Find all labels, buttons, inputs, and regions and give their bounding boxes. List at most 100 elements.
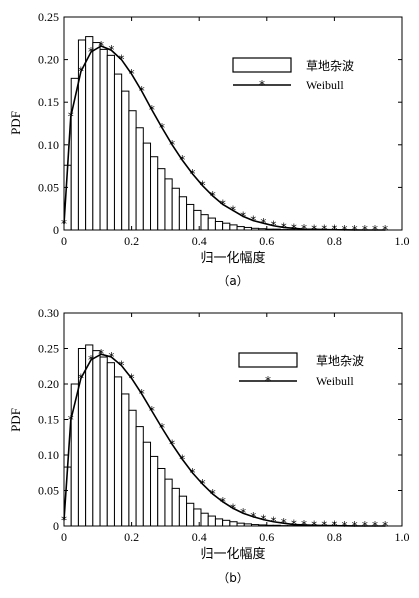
weibull-marker: * [179, 153, 185, 167]
y-tick-label: 0.15 [38, 95, 59, 109]
bar [85, 344, 94, 527]
weibull-marker: * [210, 189, 216, 203]
weibull-marker: * [321, 519, 327, 533]
y-tick-label: 0.10 [38, 138, 59, 152]
bar [250, 227, 260, 231]
x-tick-label: 0 [61, 530, 67, 544]
y-tick-label: 0.20 [38, 53, 59, 67]
weibull-marker: * [118, 359, 124, 373]
weibull-marker: * [342, 223, 348, 237]
weibull-marker: * [179, 452, 185, 466]
bar [171, 487, 180, 527]
weibull-marker: * [108, 43, 114, 57]
weibull-marker: * [362, 519, 368, 533]
legend-a-bar-swatch [232, 57, 292, 73]
weibull-marker: * [220, 197, 226, 211]
bar [135, 426, 144, 527]
weibull-marker: * [139, 387, 145, 401]
weibull-marker: * [200, 179, 206, 193]
x-tick-label: 0.6 [259, 530, 274, 544]
weibull-marker: * [88, 45, 94, 59]
bar [85, 36, 94, 231]
weibull-marker: * [382, 223, 388, 237]
bar [222, 222, 231, 231]
x-tick-label: 1.0 [395, 530, 410, 544]
bar [207, 217, 216, 231]
weibull-marker: * [98, 347, 104, 361]
y-ticks-b: 0 0.05 0.10 0.15 0.20 0.25 0.30 [38, 306, 402, 533]
bar [121, 393, 130, 527]
bar [92, 42, 101, 231]
weibull-marker: * [291, 221, 297, 235]
bar [171, 187, 180, 231]
x-tick-label: 0.8 [327, 530, 342, 544]
weibull-marker: * [382, 519, 388, 533]
weibull-marker: * [372, 223, 378, 237]
bar [200, 512, 209, 527]
bar [135, 127, 144, 231]
bar [128, 409, 137, 527]
bar [157, 168, 166, 231]
y-tick-label: 0.05 [38, 180, 59, 194]
weibull-marker: * [240, 209, 246, 223]
chart-b: * * * * * * * * * * * * * * * * * * * * * * * * * * * * * * * * * 0 0.2 0.… [8, 306, 410, 585]
weibull-marker: * [281, 220, 287, 234]
x-ticks-a: 0 0.2 0.4 0.6 0.8 1.0 [61, 17, 410, 248]
bar [92, 350, 101, 527]
weibull-marker: * [139, 84, 145, 98]
x-tick-label: 0 [61, 234, 67, 248]
chart-a: * * * * * * * * * * * * * * * * * * * * * * * * * * * * * * * * * 0 0.2 0.… [8, 10, 410, 288]
weibull-marker: * [98, 39, 104, 53]
caption-b: （b） [217, 571, 249, 585]
legend-a-bar-label: 草地杂波 [306, 59, 354, 73]
bar [106, 362, 115, 527]
bar [128, 110, 137, 231]
bar [214, 518, 224, 527]
bar [229, 521, 238, 527]
bar [150, 455, 159, 527]
legend-a: 草地杂波 * Weibull [232, 57, 354, 92]
legend-b: 草地杂波 * Weibull [238, 352, 364, 388]
weibull-marker: * [129, 67, 135, 81]
bar [178, 495, 188, 527]
weibull-marker: * [352, 519, 358, 533]
weibull-marker: * [271, 515, 277, 529]
weibull-marker: * [61, 513, 67, 527]
weibull-marker: * [88, 353, 94, 367]
weibull-marker: * [372, 519, 378, 533]
weibull-marker: * [210, 487, 216, 501]
weibull-marker: * [230, 203, 236, 217]
bar [229, 224, 238, 231]
bar [236, 226, 245, 231]
legend-b-bar-label: 草地杂波 [316, 354, 364, 368]
weibull-marker: * [68, 413, 74, 427]
bar [222, 519, 231, 527]
caption-a: （a） [217, 274, 248, 288]
weibull-marker: * [260, 216, 266, 230]
weibull-marker: * [149, 404, 155, 418]
legend-a-star-icon: * [259, 78, 265, 92]
y-tick-label: 0.10 [38, 448, 59, 462]
bar [142, 441, 152, 527]
bar [186, 502, 195, 527]
bar [178, 196, 188, 231]
weibull-marker: * [281, 516, 287, 530]
y-tick-label: 0 [53, 519, 59, 533]
weibull-marker: * [342, 519, 348, 533]
weibull-marker: * [189, 466, 195, 480]
weibull-marker: * [230, 501, 236, 515]
y-tick-label: 0.15 [38, 413, 59, 427]
x-tick-label: 0.8 [327, 234, 342, 248]
weibull-marker: * [200, 477, 206, 491]
weibull-marker: * [149, 103, 155, 117]
legend-b-bar-swatch [238, 352, 298, 368]
weibull-marker: * [118, 53, 124, 67]
legend-a-line-label: Weibull [306, 78, 344, 92]
bar [214, 220, 224, 231]
bar [113, 376, 123, 527]
bar [106, 54, 115, 231]
weibull-marker: * [321, 223, 327, 237]
weibull-marker: * [311, 518, 317, 532]
xlabel-a: 归一化幅度 [200, 250, 265, 266]
weibull-marker: * [260, 513, 266, 527]
